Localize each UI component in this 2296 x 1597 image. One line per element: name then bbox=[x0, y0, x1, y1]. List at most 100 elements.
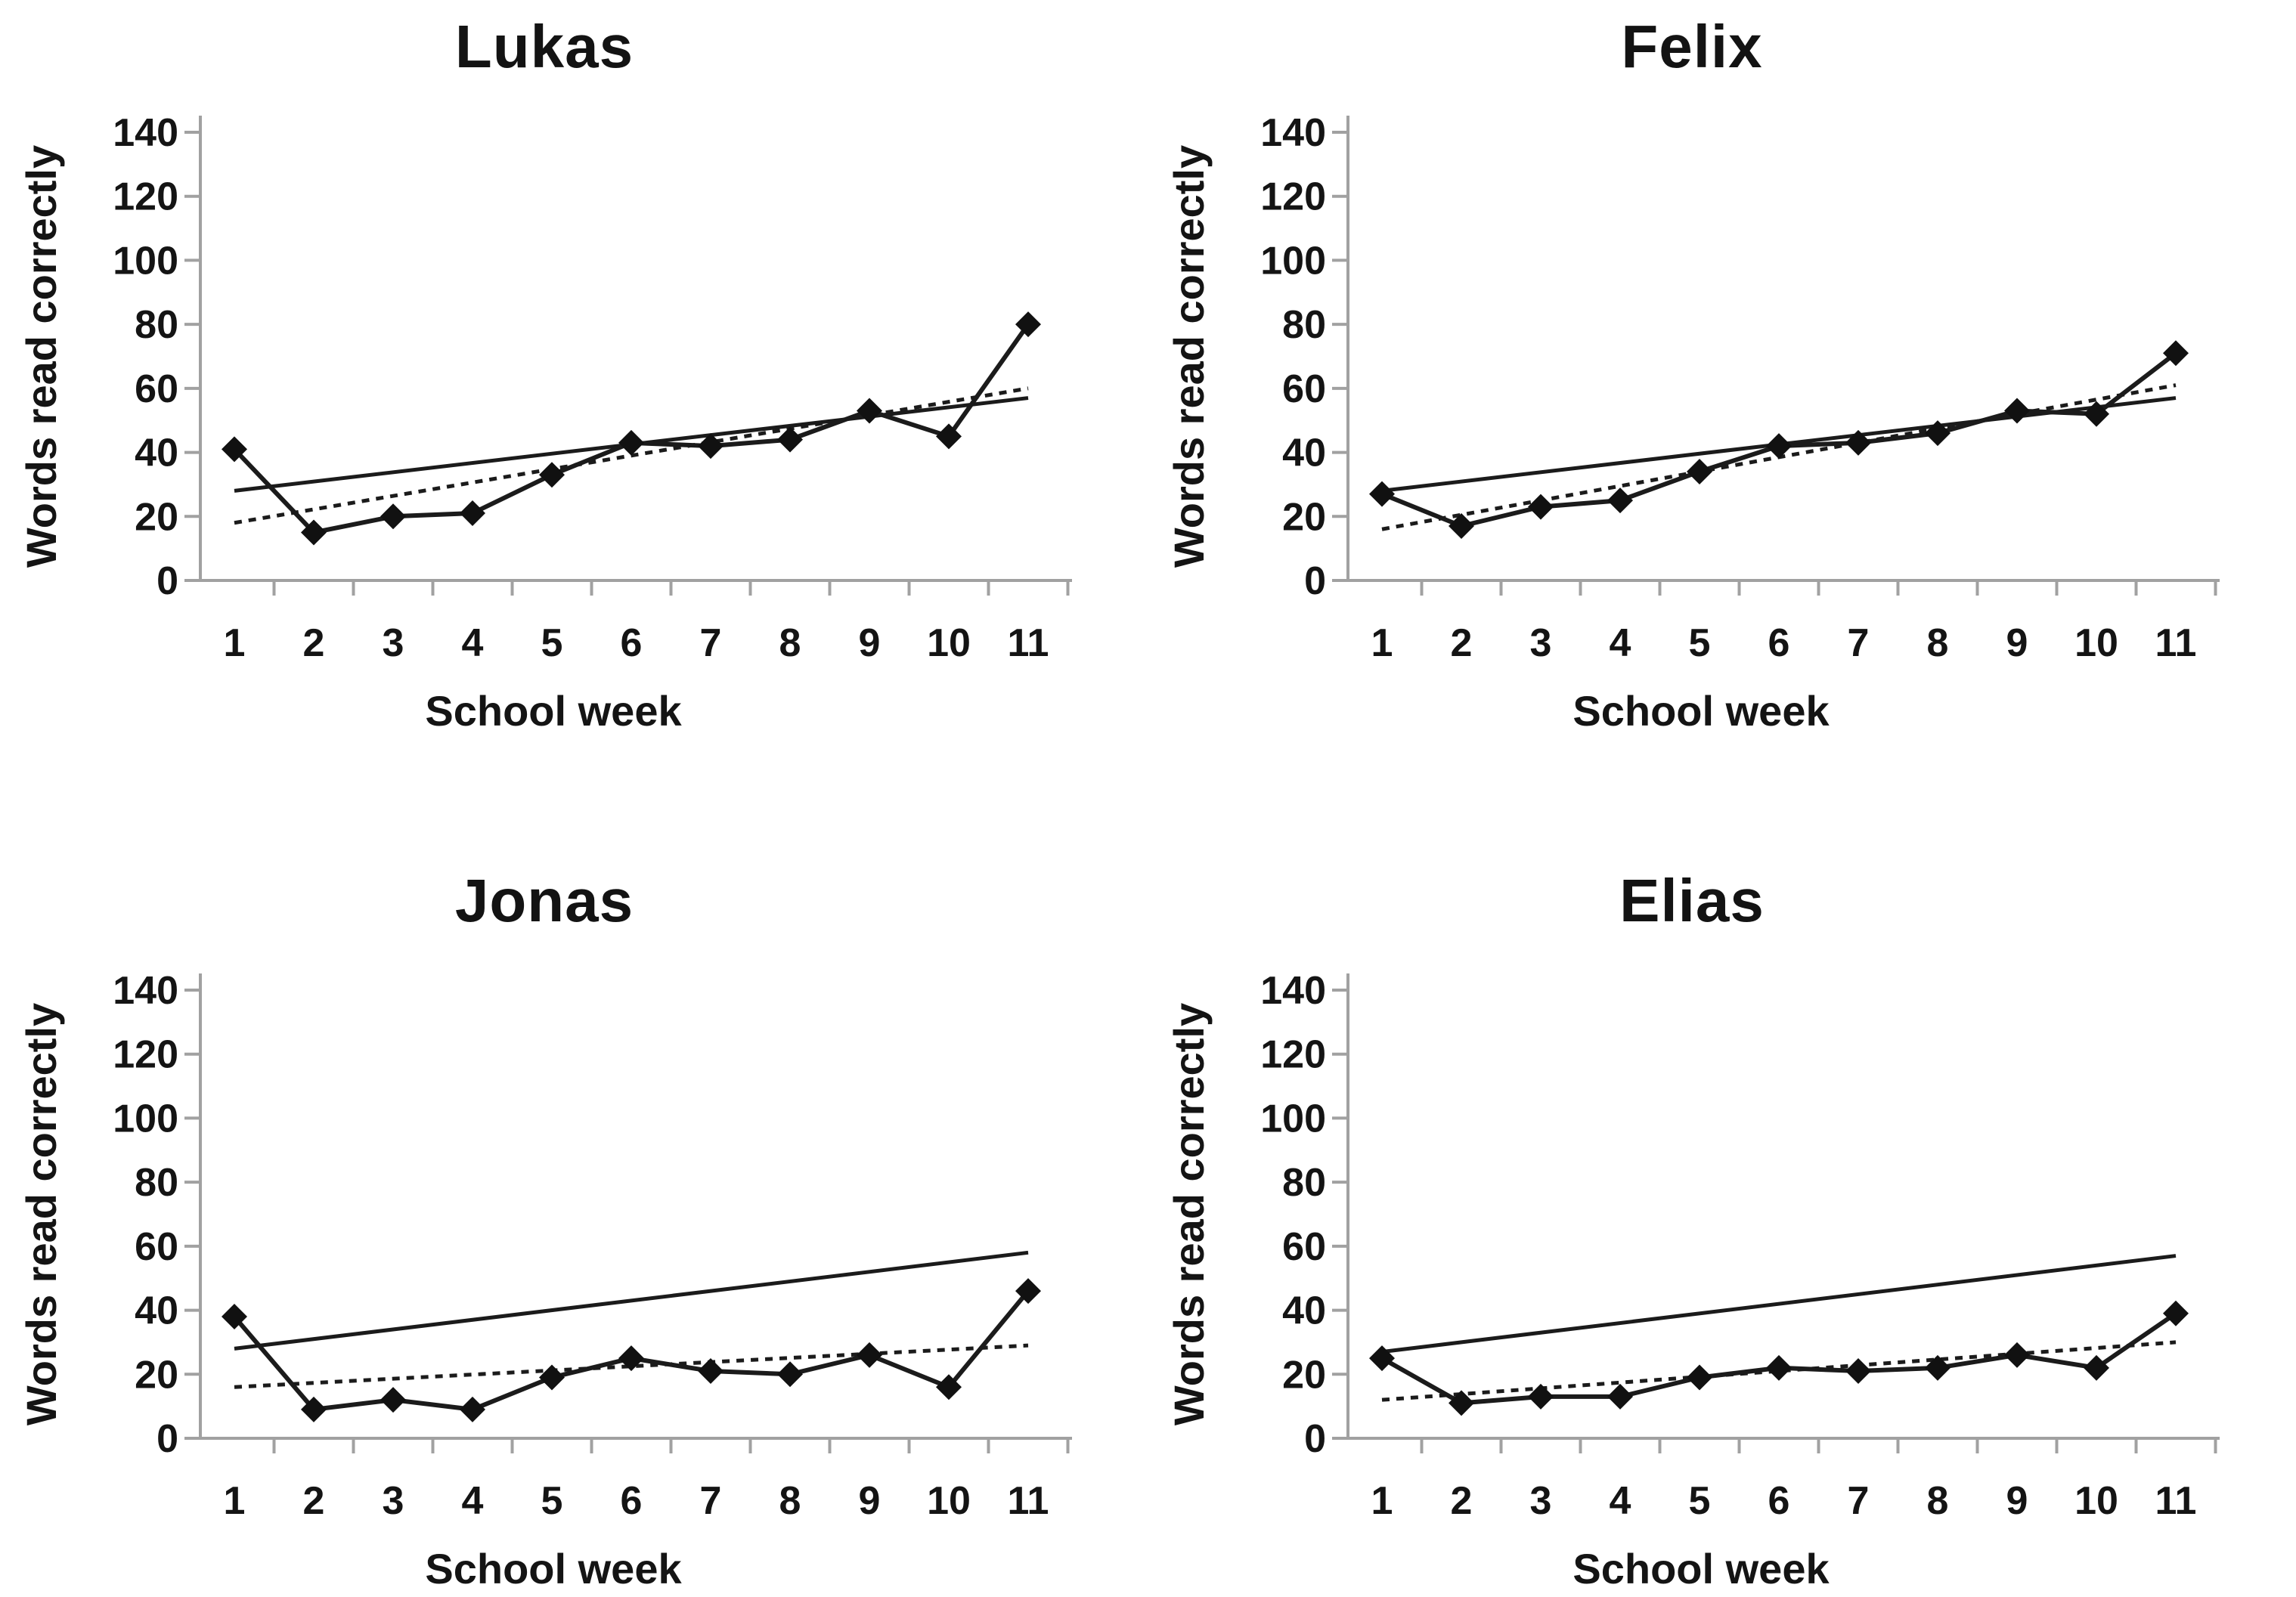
diamond-marker bbox=[222, 436, 247, 463]
x-tick-label: 1 bbox=[1371, 621, 1393, 665]
diamond-marker bbox=[1925, 1354, 1951, 1381]
x-tick-label: 9 bbox=[859, 621, 881, 665]
x-tick-label: 3 bbox=[1530, 621, 1552, 665]
diamond-marker bbox=[222, 1304, 247, 1330]
line-plot-felix: 0 20 40 60 80 100 120 140 1 2 3 4 5 6 7 8 9 10 11 Words rea… bbox=[1148, 0, 2295, 771]
diamond-marker bbox=[1528, 1383, 1554, 1410]
diamond-marker bbox=[2004, 1342, 2030, 1368]
y-tick-label: 0 bbox=[156, 1417, 178, 1461]
x-tick-label: 11 bbox=[1008, 621, 1049, 665]
y-tick-label: 120 bbox=[1260, 1033, 1326, 1077]
x-tick-label: 10 bbox=[927, 1479, 971, 1523]
diamond-marker bbox=[1607, 487, 1633, 514]
y-tick-label: 140 bbox=[1260, 111, 1326, 155]
y-tick-label: 100 bbox=[1260, 1097, 1326, 1140]
diamond-marker bbox=[857, 398, 882, 424]
x-axis-title: School week bbox=[1572, 1545, 1830, 1592]
axes bbox=[1332, 973, 2220, 1453]
diamond-marker bbox=[1766, 1354, 1792, 1381]
y-tick-label: 0 bbox=[1304, 559, 1326, 603]
x-tick-label: 5 bbox=[1689, 621, 1711, 665]
chart-canvas-lukas: 0 20 40 60 80 100 120 140 1 2 3 4 5 6 7 8 9 10 11 Words rea… bbox=[17, 111, 1072, 735]
diamond-marker bbox=[380, 503, 406, 530]
y-tick-label: 40 bbox=[1282, 1289, 1326, 1333]
chart-elias: Elias 0 20 40 60 80 100 120 140 1 2 3 4 5 6 7 8 9 10 11 Wor… bbox=[1148, 771, 2296, 1597]
x-tick-label: 10 bbox=[927, 621, 971, 665]
diamond-marker bbox=[2163, 340, 2189, 367]
diamond-marker bbox=[936, 1374, 962, 1400]
diamond-marker bbox=[1687, 458, 1712, 484]
diamond-marker bbox=[2004, 398, 2030, 424]
diamond-marker bbox=[539, 1364, 565, 1391]
y-tick-label: 100 bbox=[1260, 239, 1326, 283]
y-tick-label: 60 bbox=[135, 1225, 178, 1269]
x-tick-label: 11 bbox=[1008, 1479, 1049, 1523]
chart-canvas-felix: 0 20 40 60 80 100 120 140 1 2 3 4 5 6 7 8 9 10 11 Words rea… bbox=[1165, 111, 2220, 735]
axis-labels: 0 20 40 60 80 100 120 140 1 2 3 4 5 6 7 8 9 10 11 Words rea… bbox=[1165, 111, 2196, 735]
x-tick-label: 3 bbox=[383, 1479, 404, 1523]
chart-felix: Felix 0 20 40 60 80 100 120 140 1 2 3 4 5 6 7 8 9 10 11 Wor… bbox=[1148, 0, 2296, 771]
x-tick-label: 2 bbox=[303, 621, 325, 665]
y-tick-label: 80 bbox=[135, 1161, 178, 1205]
diamond-marker bbox=[1449, 512, 1474, 539]
diamond-marker bbox=[539, 462, 565, 488]
x-tick-label: 1 bbox=[224, 621, 246, 665]
x-tick-label: 11 bbox=[2155, 1479, 2197, 1523]
x-tick-label: 5 bbox=[541, 621, 563, 665]
diamond-marker bbox=[618, 1345, 644, 1372]
y-tick-label: 80 bbox=[1282, 303, 1326, 347]
x-tick-label: 10 bbox=[2074, 1479, 2118, 1523]
chart-canvas-elias: 0 20 40 60 80 100 120 140 1 2 3 4 5 6 7 8 9 10 11 Words rea… bbox=[1165, 969, 2220, 1592]
trend-line bbox=[234, 1343, 1029, 1389]
chart-jonas: Jonas 0 20 40 60 80 100 120 140 1 2 3 4 5 6 7 8 9 10 11 Wor… bbox=[0, 771, 1148, 1597]
diamond-marker bbox=[1607, 1383, 1633, 1410]
y-axis-title: Words read correctly bbox=[1165, 145, 1213, 568]
y-tick-label: 20 bbox=[135, 495, 178, 539]
x-tick-label: 3 bbox=[1530, 1479, 1552, 1523]
x-tick-label: 7 bbox=[700, 1479, 722, 1523]
y-tick-label: 140 bbox=[1260, 969, 1326, 1013]
diamond-marker bbox=[460, 500, 485, 527]
diamond-marker bbox=[698, 433, 724, 460]
x-tick-label: 4 bbox=[462, 621, 484, 665]
line-plot-lukas: 0 20 40 60 80 100 120 140 1 2 3 4 5 6 7 8 9 10 11 Words rea… bbox=[0, 0, 1148, 771]
diamond-marker bbox=[1369, 481, 1395, 507]
x-tick-label: 2 bbox=[1451, 1479, 1473, 1523]
y-tick-label: 120 bbox=[1260, 175, 1326, 219]
diamond-marker bbox=[857, 1342, 882, 1368]
diamond-marker bbox=[1015, 1278, 1041, 1305]
y-axis-title: Words read correctly bbox=[17, 145, 65, 568]
x-tick-label: 5 bbox=[541, 1479, 563, 1523]
diamond-marker bbox=[1449, 1390, 1474, 1416]
x-tick-label: 2 bbox=[1451, 621, 1473, 665]
axis-labels: 0 20 40 60 80 100 120 140 1 2 3 4 5 6 7 8 9 10 11 Words rea… bbox=[17, 969, 1049, 1592]
y-axis-title: Words read correctly bbox=[17, 1003, 65, 1425]
axes bbox=[184, 973, 1072, 1453]
x-tick-label: 8 bbox=[1927, 1479, 1949, 1523]
diamond-marker bbox=[936, 423, 962, 450]
goal-line bbox=[234, 1250, 1029, 1351]
x-tick-label: 9 bbox=[2006, 1479, 2028, 1523]
goal-line bbox=[1381, 1254, 2177, 1354]
y-axis-title: Words read correctly bbox=[1165, 1003, 1213, 1425]
x-axis-title: School week bbox=[425, 687, 682, 735]
chart-title-jonas: Jonas bbox=[454, 867, 634, 934]
y-tick-label: 120 bbox=[113, 175, 178, 219]
diamond-marker bbox=[301, 519, 327, 546]
chart-title-lukas: Lukas bbox=[454, 13, 634, 80]
y-tick-label: 120 bbox=[113, 1033, 178, 1077]
x-tick-label: 6 bbox=[1768, 1479, 1790, 1523]
axis-labels: 0 20 40 60 80 100 120 140 1 2 3 4 5 6 7 8 9 10 11 Words rea… bbox=[1165, 969, 2196, 1592]
y-tick-label: 40 bbox=[1282, 432, 1326, 475]
y-tick-label: 140 bbox=[113, 969, 178, 1013]
axis-labels: 0 20 40 60 80 100 120 140 1 2 3 4 5 6 7 8 9 10 11 Words rea… bbox=[17, 111, 1049, 735]
diamond-marker bbox=[2084, 401, 2109, 427]
y-tick-label: 100 bbox=[113, 1097, 178, 1140]
x-tick-label: 1 bbox=[1371, 1479, 1393, 1523]
weekly-scores-markers bbox=[1369, 1300, 2189, 1416]
x-axis-title: School week bbox=[425, 1545, 682, 1592]
y-tick-label: 20 bbox=[135, 1353, 178, 1397]
diamond-marker bbox=[1925, 420, 1951, 447]
chart-canvas-jonas: 0 20 40 60 80 100 120 140 1 2 3 4 5 6 7 8 9 10 11 Words rea… bbox=[17, 969, 1072, 1592]
